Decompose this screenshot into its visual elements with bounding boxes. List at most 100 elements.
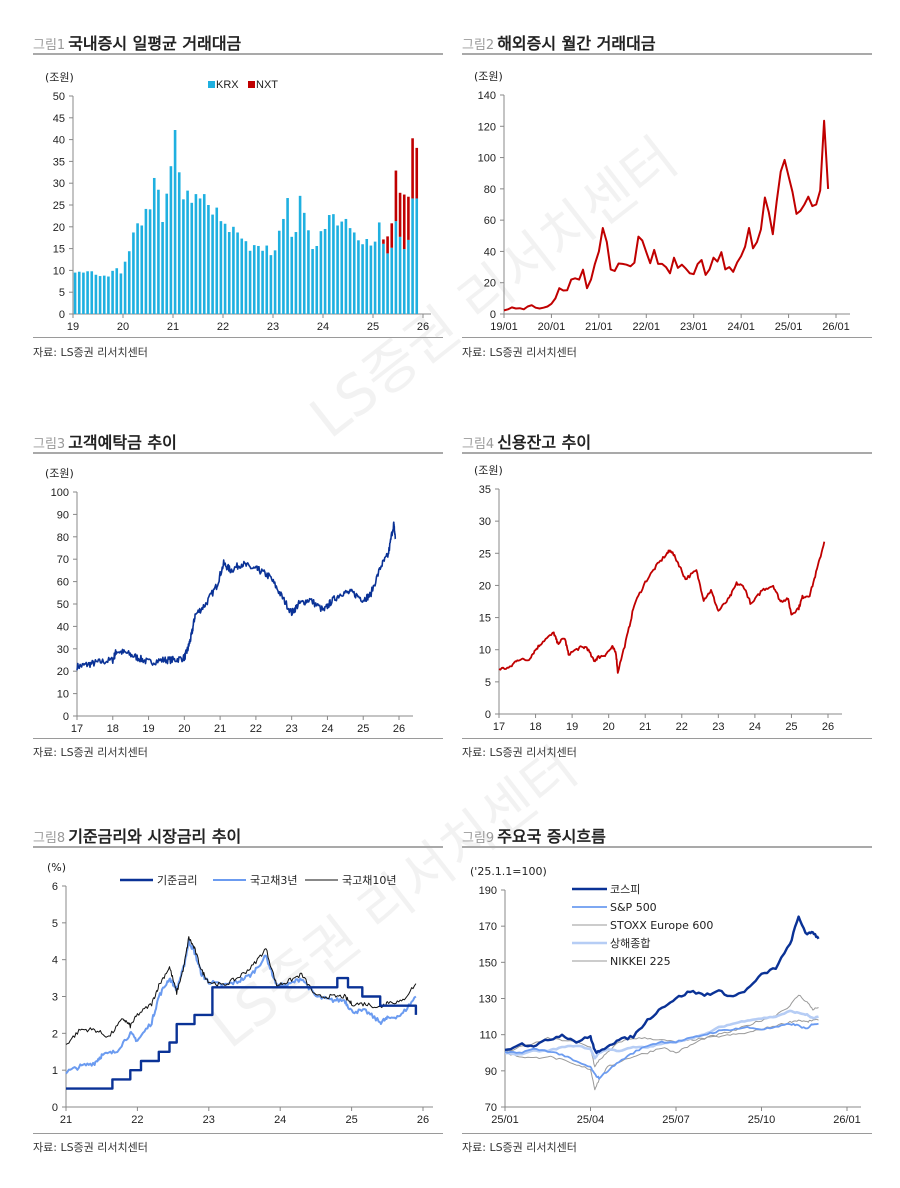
y-tick-label: 5 <box>485 677 491 689</box>
series-line-shanghai <box>504 1009 819 1060</box>
y-tick-label: 40 <box>57 621 69 633</box>
y-tick-label: 45 <box>53 113 65 125</box>
x-tick-label: 25/10 <box>748 1114 776 1126</box>
bar-krx <box>361 244 364 314</box>
bar-krx <box>173 130 177 314</box>
bar-krx <box>340 221 344 314</box>
figure-label: 그림4 <box>462 437 495 452</box>
bar-krx <box>244 241 248 314</box>
footer-rule <box>33 337 443 338</box>
x-tick-label: 22 <box>217 321 229 333</box>
bar-krx <box>269 255 273 314</box>
series-line-base-rate <box>66 976 418 1090</box>
figure-title: 그림8 기준금리와 시장금리 추이 <box>33 823 241 847</box>
footer-rule <box>462 337 872 338</box>
bar-krx <box>415 198 419 314</box>
bar-nxt <box>390 223 394 248</box>
x-tick-label: 20 <box>603 721 615 733</box>
x-tick-label: 22 <box>676 721 688 733</box>
x-tick-label: 19/01 <box>490 321 518 333</box>
figure-4-panel: 그림4 신용잔고 추이 (조원) 0 5 10 15 20 25 30 35 17 18 19 20 21 2… <box>462 429 872 769</box>
y-tick-label: 10 <box>479 645 491 657</box>
y-tick-label: 50 <box>57 599 69 611</box>
y-tick-label: 90 <box>485 1066 497 1078</box>
y-tick-label: 120 <box>478 121 496 133</box>
x-tick-label: 22 <box>131 1114 143 1126</box>
series-line-kospi <box>504 915 820 1055</box>
source-note: 자료: LS증권 리서치센터 <box>33 346 148 359</box>
footer-rule <box>462 1133 872 1134</box>
legend-label-base-rate: 기준금리 <box>157 874 197 887</box>
figure-2-panel: 그림2 해외증시 월간 거래대금 (조원) 0 20 40 60 80 100 120 140 19… <box>462 30 872 370</box>
bar-krx <box>357 240 360 314</box>
x-tick-label: 21 <box>639 721 651 733</box>
footer-rule <box>33 1133 443 1134</box>
bar-nxt <box>402 194 406 250</box>
bar-krx <box>115 268 119 314</box>
y-tick-label: 6 <box>52 881 58 893</box>
y-tick-label: 150 <box>479 957 497 969</box>
bar-nxt <box>398 192 402 237</box>
legend-label-stoxx600: STOXX Europe 600 <box>610 919 713 932</box>
series-line-ktb-10y <box>65 936 417 1045</box>
legend-swatch-krx <box>208 81 215 88</box>
x-tick-label: 18 <box>107 723 119 735</box>
figure-9-panel: 그림9 주요국 증시흐름 ('25.1.1=100) 70 90 110 130 150 17… <box>462 823 872 1163</box>
y-tick-label: 3 <box>52 992 58 1004</box>
y-tick-label: 60 <box>57 577 69 589</box>
series-line-customer-deposits <box>76 521 397 671</box>
legend-label-sp500: S&P 500 <box>610 901 657 914</box>
x-tick-label: 26 <box>417 321 429 333</box>
footer-rule <box>33 738 443 739</box>
bar-krx <box>286 198 289 314</box>
bar-krx <box>140 225 144 314</box>
figure-label: 그림2 <box>462 38 495 53</box>
bar-krx <box>77 271 81 314</box>
y-tick-label: 90 <box>57 509 69 521</box>
bar-krx <box>73 272 77 314</box>
y-tick-label: 40 <box>53 135 65 147</box>
y-tick-label: 25 <box>479 548 491 560</box>
figure-title: 그림1 국내증시 일평균 거래대금 <box>33 30 241 54</box>
y-axis-unit-label: (%) <box>47 861 66 874</box>
x-tick-label: 25 <box>785 721 797 733</box>
x-tick-label: 21 <box>60 1114 72 1126</box>
source-note: 자료: LS증권 리서치센터 <box>462 746 577 759</box>
bar-krx <box>290 236 294 314</box>
y-tick-label: 170 <box>479 921 497 933</box>
x-tick-label: 23 <box>267 321 279 333</box>
source-note: 자료: LS증권 리서치센터 <box>33 1141 148 1154</box>
title-rule <box>33 452 443 454</box>
legend-label-shanghai: 상해종합 <box>610 936 650 950</box>
series-line-overseas-volume <box>503 119 830 312</box>
bar-krx <box>348 228 352 314</box>
y-tick-label: 80 <box>57 532 69 544</box>
x-tick-label: 22/01 <box>633 321 661 333</box>
bar-krx <box>390 247 394 314</box>
bar-krx <box>169 166 173 314</box>
x-tick-label: 25/07 <box>662 1114 690 1126</box>
y-tick-label: 70 <box>57 554 69 566</box>
y-tick-label: 190 <box>479 885 497 897</box>
bar-krx <box>386 253 389 314</box>
x-tick-label: 24 <box>321 723 333 735</box>
y-tick-label: 4 <box>52 955 58 967</box>
bar-krx <box>311 249 314 314</box>
y-tick-label: 10 <box>53 265 65 277</box>
bar-krx <box>202 194 206 314</box>
footer-rule <box>462 738 872 739</box>
y-axis-unit-label: (조원) <box>474 464 503 477</box>
bar-krx <box>219 221 223 314</box>
y-tick-label: 70 <box>485 1102 497 1114</box>
x-tick-label: 19 <box>67 321 79 333</box>
bar-krx <box>252 245 256 314</box>
figure-title-text: 신용잔고 추이 <box>497 433 592 452</box>
bar-krx <box>157 189 160 314</box>
bar-krx <box>132 232 135 314</box>
y-tick-label: 20 <box>57 666 69 678</box>
bar-krx <box>144 208 148 314</box>
y-tick-label: 30 <box>479 516 491 528</box>
bar-krx <box>273 250 277 314</box>
y-tick-label: 15 <box>53 244 65 256</box>
